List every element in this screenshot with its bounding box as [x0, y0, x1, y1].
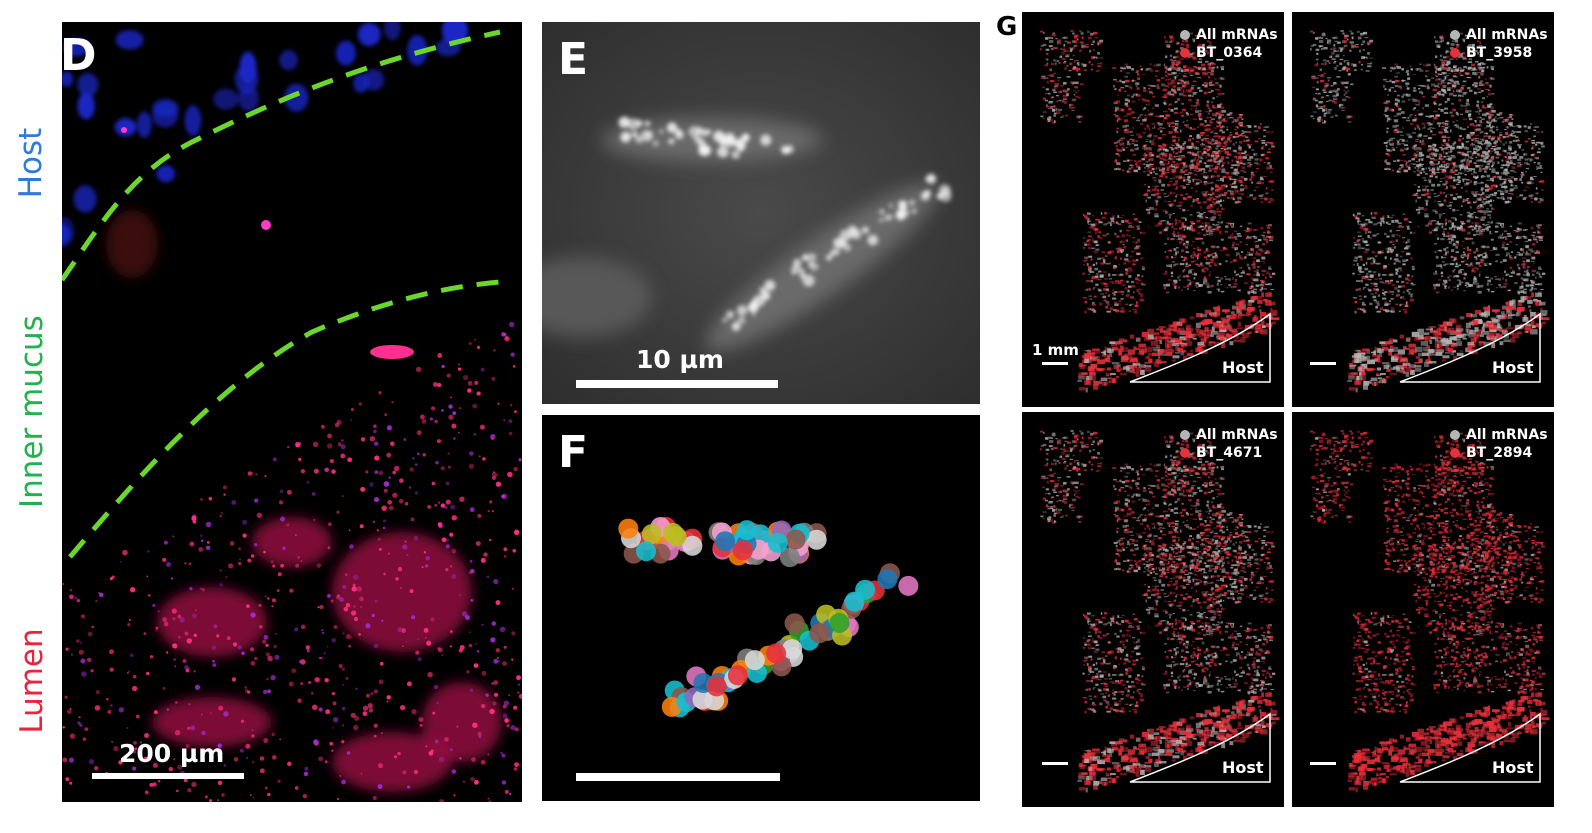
panel-e-scale-bar: [576, 380, 778, 388]
host-side-label: Host: [13, 127, 49, 199]
tissue-map: [1310, 30, 1550, 393]
tissue-map: [1310, 430, 1550, 793]
legend-all-dot: [1180, 430, 1190, 440]
panel-g-subpanel-2: [1292, 12, 1554, 407]
legend-gene-dot: [1450, 448, 1460, 458]
legend-all-label: All mRNAs: [1466, 427, 1548, 443]
legend-g1: All mRNAs BT_0364: [1180, 26, 1278, 62]
panel-f-image: [618, 516, 919, 718]
host-label-g3: Host: [1222, 758, 1264, 777]
panel-d-letter: D: [62, 30, 97, 81]
legend-all-label: All mRNAs: [1196, 427, 1278, 443]
panel-e-scale-label: 10 µm: [636, 345, 724, 374]
panel-g-subpanel-1: [1022, 12, 1284, 407]
panel-d-scale-bar: [92, 773, 244, 779]
inner-mucus-side-label: Inner mucus: [14, 315, 50, 508]
panel-d-image: [62, 22, 522, 802]
host-label-g4: Host: [1492, 758, 1534, 777]
legend-gene-dot: [1450, 48, 1460, 58]
panel-g-subpanel-4: [1292, 412, 1554, 807]
legend-g2: All mRNAs BT_3958: [1450, 26, 1548, 62]
legend-gene-label: BT_4671: [1196, 445, 1263, 461]
host-label-g1: Host: [1222, 358, 1264, 377]
legend-g4: All mRNAs BT_2894: [1450, 426, 1548, 462]
panel-g-scale-label: 1 mm: [1032, 341, 1079, 359]
panel-g-scale-bar-2: [1310, 362, 1336, 365]
panel-e-letter: E: [558, 34, 589, 85]
panel-e: E 10 µm: [542, 22, 980, 404]
legend-all-dot: [1450, 430, 1460, 440]
legend-gene-dot: [1180, 48, 1190, 58]
panel-g-scale-bar-4: [1310, 762, 1336, 765]
legend-gene-label: BT_3958: [1466, 45, 1533, 61]
panel-d: D 200 µm: [62, 22, 522, 802]
legend-g3: All mRNAs BT_4671: [1180, 426, 1278, 462]
inner-mucus-boundary: [68, 279, 501, 559]
panel-e-image: [542, 22, 980, 404]
tissue-map: [1040, 430, 1280, 793]
panel-g-subpanel-3: [1022, 412, 1284, 807]
legend-gene-label: BT_2894: [1466, 445, 1533, 461]
legend-gene-label: BT_0364: [1196, 45, 1263, 61]
legend-gene-dot: [1180, 448, 1190, 458]
legend-all-label: All mRNAs: [1466, 27, 1548, 43]
host-label-g2: Host: [1492, 358, 1534, 377]
outer-mucus-boundary: [62, 29, 501, 282]
legend-all-dot: [1450, 30, 1460, 40]
panel-f-scale-bar: [576, 773, 780, 781]
tissue-map: [1040, 30, 1280, 393]
legend-all-dot: [1180, 30, 1190, 40]
panel-f: F: [542, 415, 980, 801]
legend-all-label: All mRNAs: [1196, 27, 1278, 43]
lumen-side-label: Lumen: [14, 628, 50, 734]
panel-f-letter: F: [558, 427, 589, 478]
panel-g-letter: G: [996, 12, 1018, 42]
panel-g-scale-bar-1: [1042, 362, 1068, 365]
panel-g-scale-bar-3: [1042, 762, 1068, 765]
panel-d-scale-label: 200 µm: [119, 739, 225, 768]
